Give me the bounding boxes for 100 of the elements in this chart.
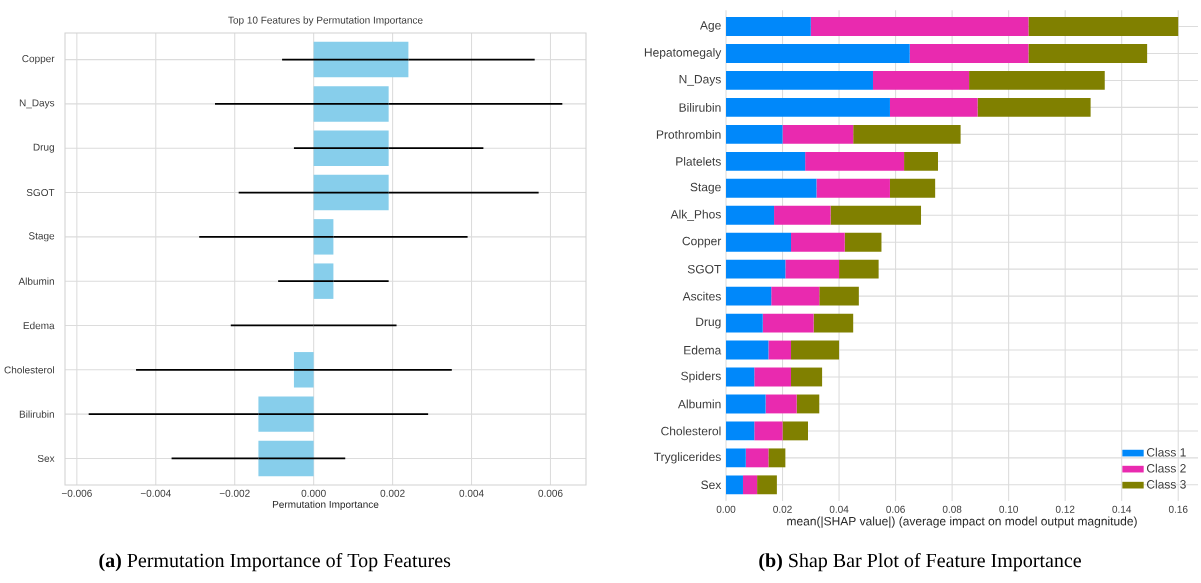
- bar: [726, 17, 811, 36]
- bar: [726, 124, 783, 144]
- y-tick-label: Copper: [22, 55, 55, 65]
- bar: [791, 340, 840, 360]
- y-tick-label: Ascites: [682, 291, 721, 301]
- x-tick-label: −0.004: [140, 489, 171, 497]
- bar: [726, 151, 806, 171]
- x-axis-title: mean(|SHAP value|) (average impact on model output magnitude): [787, 516, 1137, 528]
- y-tick-label: SGOT: [26, 188, 55, 197]
- text: (b) Shap Bar Plot of Feature Importance: [759, 552, 1081, 572]
- bar: [726, 178, 817, 198]
- bar: [810, 17, 1029, 36]
- x-tick-label: −0.002: [219, 489, 250, 497]
- bar: [726, 97, 890, 117]
- bar: [844, 232, 882, 252]
- y-tick-label: Edema: [684, 345, 722, 355]
- y-tick-label: Albumin: [18, 277, 54, 285]
- y-tick-label: SGOT: [687, 264, 722, 274]
- bar: [768, 448, 786, 468]
- y-tick-label: Stage: [690, 182, 721, 194]
- bar: [313, 219, 334, 255]
- bar: [726, 340, 769, 360]
- bar: [771, 286, 820, 306]
- bar: [757, 475, 777, 495]
- y-tick-label: Bilirubin: [679, 102, 721, 112]
- x-tick-label: 0.10: [999, 505, 1018, 513]
- bar: [785, 259, 840, 279]
- bar: [796, 394, 820, 414]
- bar: [1028, 17, 1179, 36]
- bar: [313, 174, 389, 211]
- bar: [742, 475, 758, 495]
- bar: [313, 86, 389, 122]
- x-tick-label: 0.002: [380, 489, 405, 497]
- bar: [726, 313, 763, 333]
- y-tick-label: Hepatomegaly: [644, 47, 722, 60]
- chart-title: Top 10 Features by Permutation Importance: [228, 16, 423, 26]
- bar: [853, 124, 961, 144]
- y-tick-label: Cholesterol: [4, 366, 54, 374]
- x-tick-label: 0.08: [942, 505, 962, 513]
- bar: [762, 313, 814, 333]
- bar: [313, 263, 334, 299]
- bar: [909, 44, 1029, 63]
- bar: [726, 367, 755, 387]
- x-tick-label: 0.000: [301, 489, 326, 497]
- bar: [977, 97, 1091, 117]
- y-tick-label: Prothrombin: [656, 129, 721, 139]
- y-tick-label: Cholesterol: [661, 426, 721, 436]
- x-tick-label: 0.006: [538, 489, 563, 497]
- bar: [782, 421, 808, 441]
- y-tick-label: Alk_Phos: [670, 209, 721, 221]
- x-tick-label: 0.04: [829, 505, 849, 513]
- bar: [754, 367, 792, 387]
- x-axis-title: Permutation Importance: [272, 500, 379, 510]
- bar: [726, 475, 743, 495]
- bar: [872, 71, 970, 90]
- bar: [726, 205, 775, 225]
- bar: [830, 205, 922, 225]
- bar: [969, 71, 1105, 90]
- bar: [726, 448, 746, 468]
- bar: [774, 205, 831, 225]
- bar: [726, 232, 792, 252]
- bar: [258, 396, 314, 432]
- bar: [768, 340, 792, 360]
- y-tick-label: Drug: [696, 317, 721, 329]
- y-tick-label: Sex: [37, 454, 55, 462]
- bar: [726, 394, 766, 414]
- y-tick-label: Tryglicerides: [654, 452, 721, 464]
- x-tick-label: 0.16: [1168, 505, 1188, 513]
- bar: [1028, 44, 1148, 63]
- legend-label: Class 1: [1146, 447, 1186, 457]
- y-tick-label: Bilirubin: [19, 410, 54, 418]
- text: (a) Permutation Importance of Top Features: [99, 552, 451, 572]
- bar: [726, 421, 755, 441]
- bar: [813, 313, 854, 333]
- y-tick-label: N_Days: [679, 75, 721, 86]
- bar: [726, 71, 873, 90]
- x-tick-label: 0.14: [1112, 505, 1132, 513]
- bar: [805, 151, 905, 171]
- y-tick-label: Copper: [682, 236, 722, 248]
- y-tick-label: Platelets: [676, 156, 721, 166]
- y-tick-label: N_Days: [19, 99, 55, 109]
- x-tick-label: 0.00: [716, 505, 736, 513]
- bar: [904, 151, 938, 171]
- bar: [782, 124, 854, 144]
- bar: [816, 178, 890, 198]
- bar: [313, 130, 389, 166]
- bar: [791, 232, 845, 252]
- x-tick-label: 0.004: [459, 489, 484, 497]
- x-tick-label: −0.006: [61, 489, 92, 497]
- bar: [765, 394, 797, 414]
- bar: [889, 178, 936, 198]
- bar: [313, 41, 409, 78]
- bar: [754, 421, 783, 441]
- x-tick-label: 0.02: [773, 505, 792, 513]
- y-tick-label: Sex: [701, 480, 722, 490]
- y-tick-label: Albumin: [677, 399, 721, 409]
- bar: [745, 448, 769, 468]
- x-tick-label: 0.06: [886, 505, 905, 513]
- bar: [726, 259, 786, 279]
- y-tick-label: Spiders: [681, 371, 721, 383]
